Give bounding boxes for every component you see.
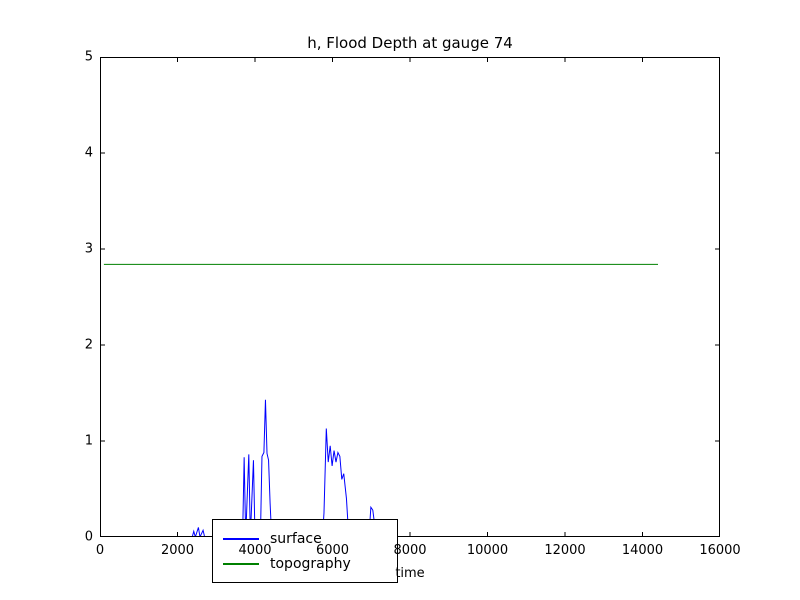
y-tick-label: 5 xyxy=(84,49,93,65)
x-tick-label: 10000 xyxy=(466,543,509,558)
y-tick-label: 2 xyxy=(84,337,93,353)
x-tick-label: 12000 xyxy=(544,543,586,558)
x-tick-label: 6000 xyxy=(315,543,350,558)
y-tick-label: 4 xyxy=(84,145,93,161)
topography-line-sample xyxy=(223,562,259,565)
legend-entry-topography: topography xyxy=(223,557,387,571)
x-tick-label: 2000 xyxy=(160,543,195,558)
x-tick-label: 0 xyxy=(95,543,105,558)
axes-frame xyxy=(100,57,720,537)
y-tick-label: 1 xyxy=(84,433,93,449)
x-tick-label: 16000 xyxy=(699,543,741,558)
surface-line-sample xyxy=(223,537,259,540)
y-tick-label: 0 xyxy=(84,529,93,545)
plot-svg xyxy=(100,57,720,537)
chart-title: h, Flood Depth at gauge 74 xyxy=(307,34,513,52)
x-tick-label: 14000 xyxy=(621,543,664,558)
plot-area: surface topography xyxy=(100,57,720,583)
x-tick-label: 4000 xyxy=(238,543,272,558)
legend[interactable]: surface topography xyxy=(212,519,398,583)
legend-label-topography: topography xyxy=(270,555,351,572)
legend-label-surface: surface xyxy=(270,530,322,547)
legend-entry-surface: surface xyxy=(223,532,387,546)
series-surface xyxy=(100,399,658,537)
y-tick-label: 3 xyxy=(84,241,93,257)
x-tick-label: 8000 xyxy=(393,543,427,558)
x-axis-label: time xyxy=(395,566,425,581)
